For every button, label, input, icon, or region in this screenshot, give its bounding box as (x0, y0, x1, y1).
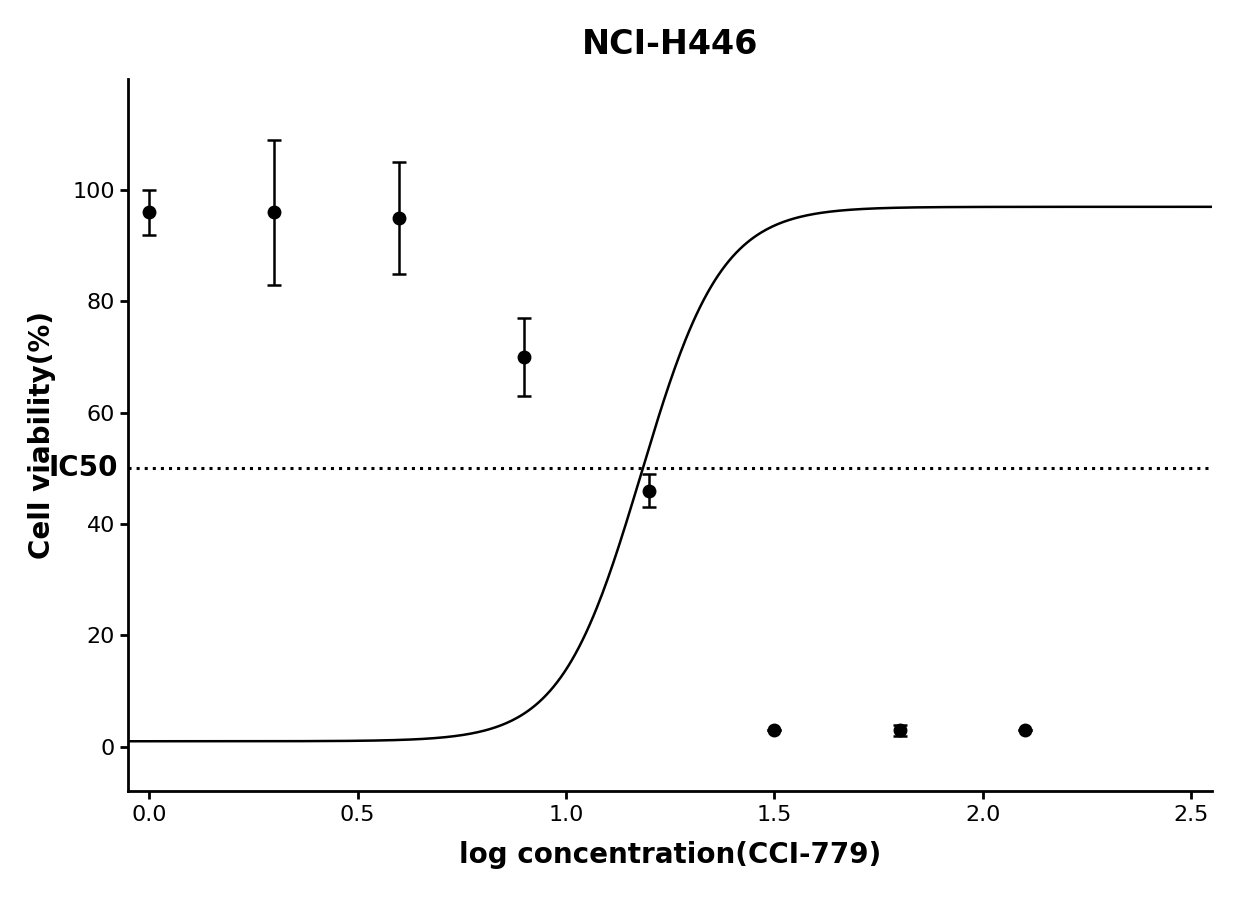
Y-axis label: Cell viability(%): Cell viability(%) (27, 311, 56, 559)
Text: IC50: IC50 (48, 455, 118, 483)
X-axis label: log concentration(CCI-779): log concentration(CCI-779) (459, 841, 882, 869)
Title: NCI-H446: NCI-H446 (582, 28, 759, 61)
